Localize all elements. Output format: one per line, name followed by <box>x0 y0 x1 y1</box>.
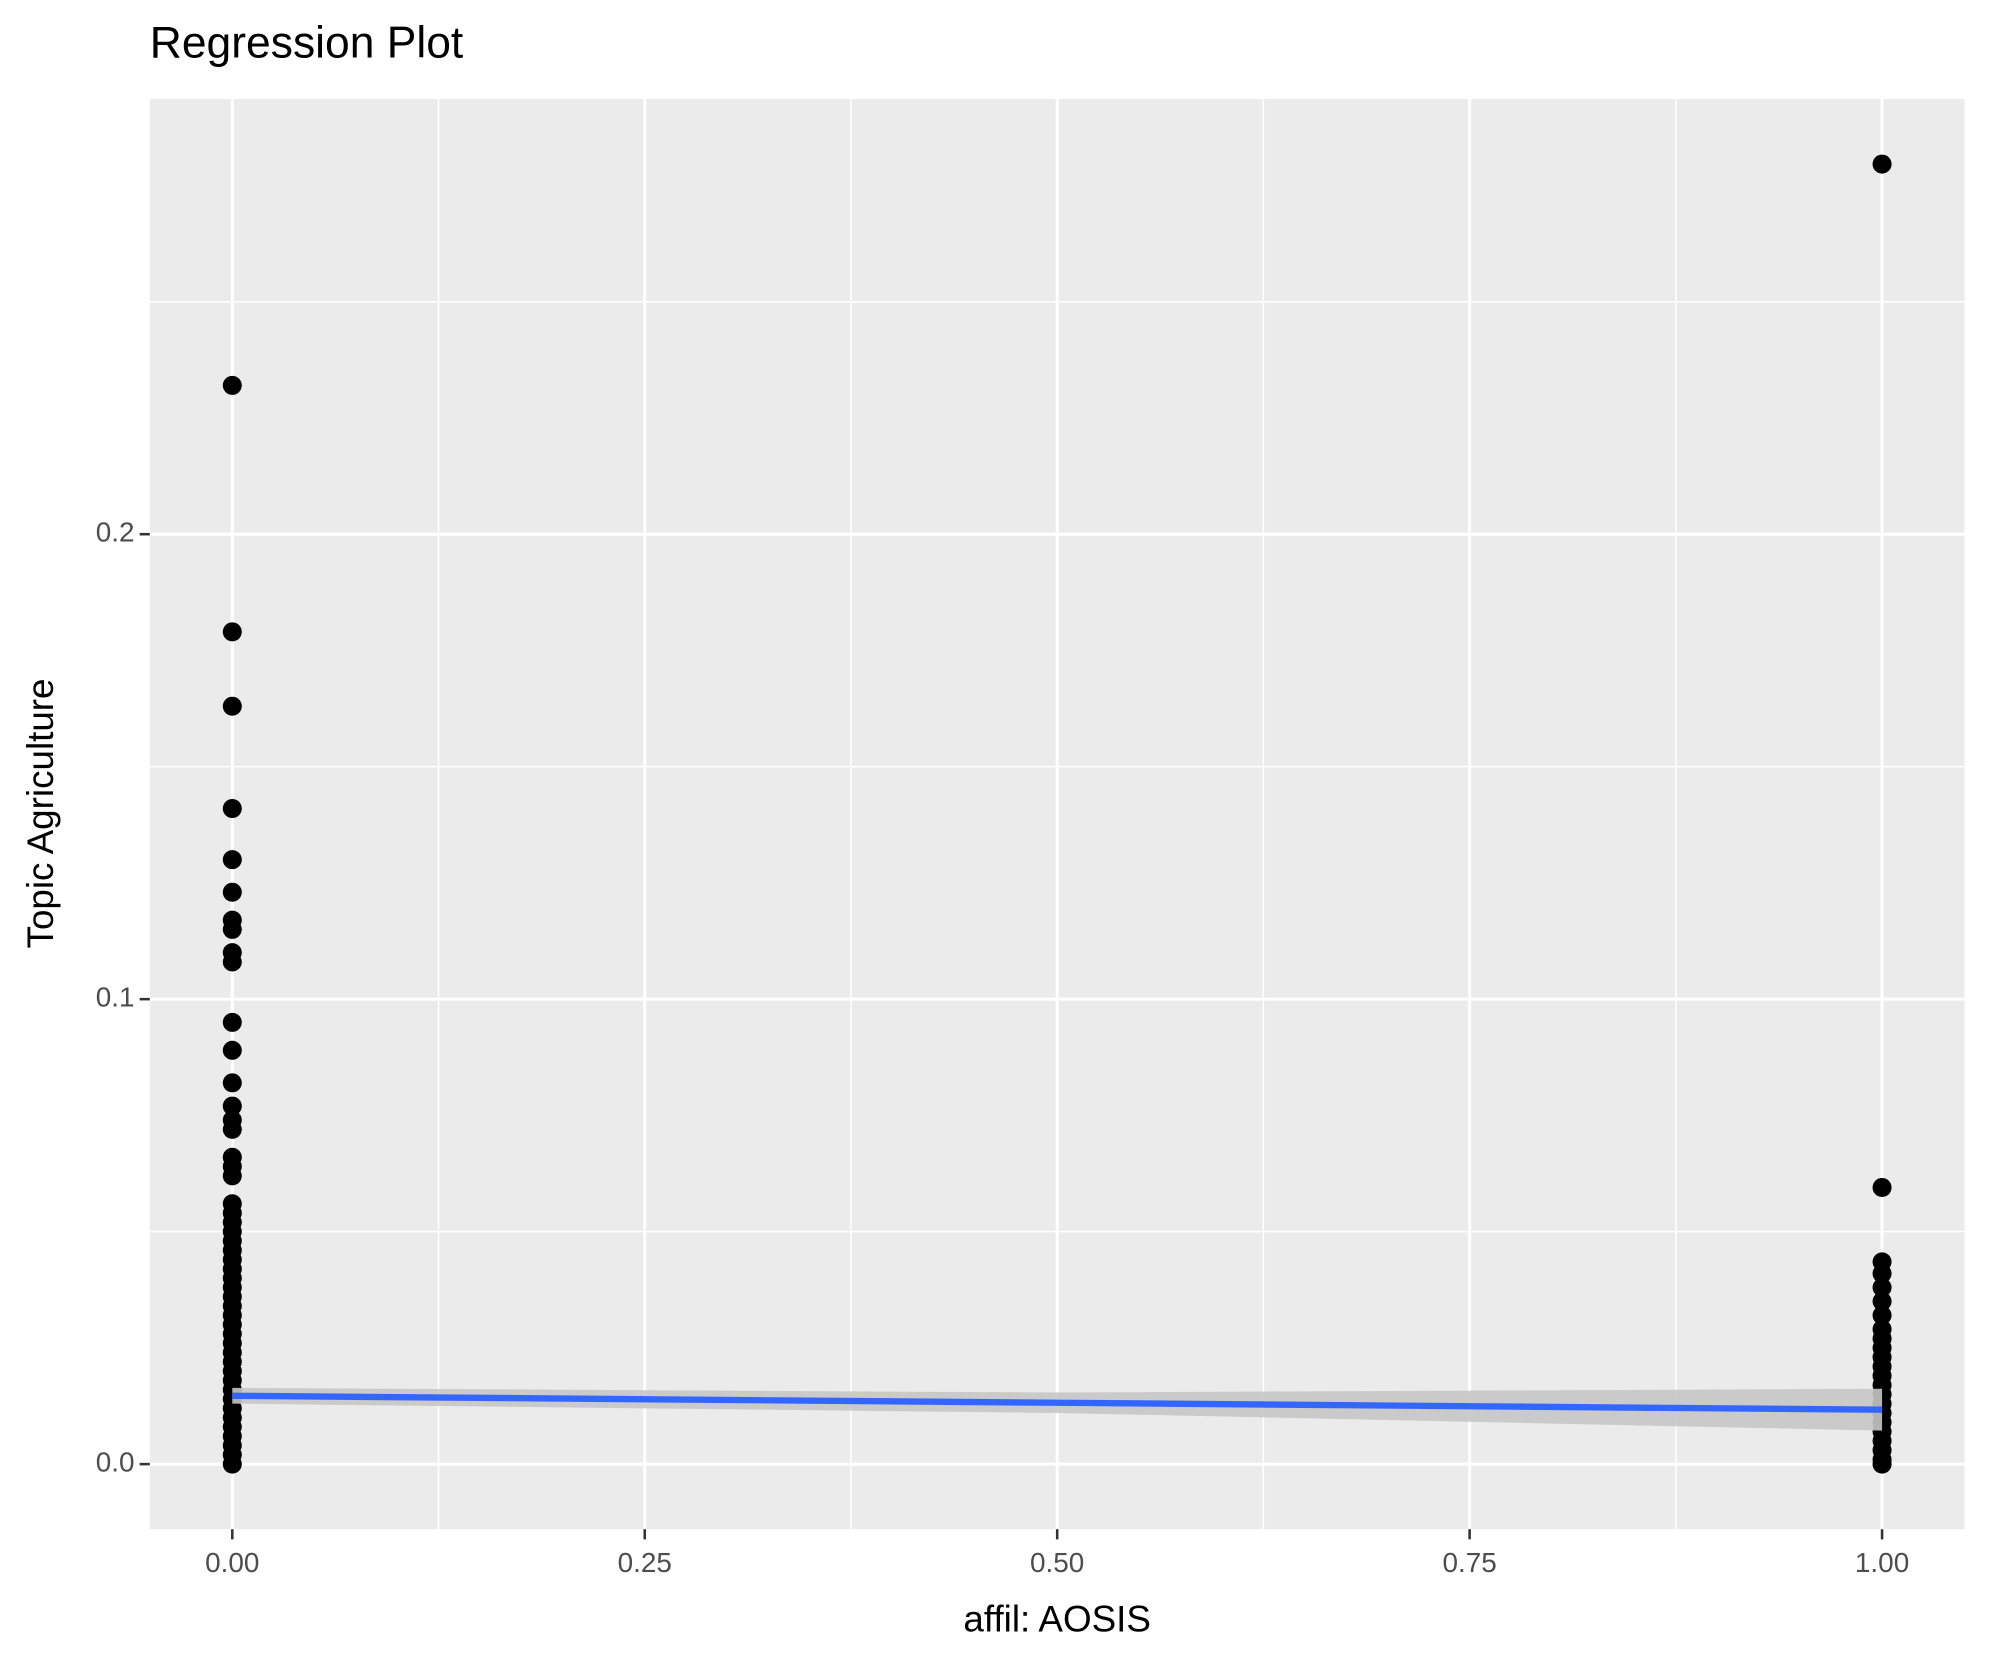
x-axis-title: affil: AOSIS <box>963 1599 1150 1640</box>
point <box>1872 1277 1892 1297</box>
point <box>1872 1291 1892 1311</box>
point <box>1872 1177 1892 1197</box>
x-tick-label: 0.25 <box>618 1547 672 1578</box>
x-tick-label: 0.00 <box>205 1547 259 1578</box>
regression-line <box>232 1392 1883 1413</box>
x-tick-label: 0.75 <box>1442 1547 1496 1578</box>
point <box>222 1454 242 1474</box>
point <box>222 919 242 939</box>
point <box>222 952 242 972</box>
point <box>1872 1305 1892 1325</box>
y-tick-label: 0.1 <box>96 982 135 1013</box>
x-tick-label: 1.00 <box>1855 1547 1909 1578</box>
point <box>1872 154 1892 174</box>
point <box>222 1166 242 1186</box>
point <box>222 1040 242 1060</box>
point <box>222 622 242 642</box>
point <box>222 1119 242 1139</box>
y-axis-title: Topic Agriculture <box>20 678 61 948</box>
point <box>222 799 242 819</box>
point <box>1872 1454 1892 1474</box>
point <box>222 1012 242 1032</box>
y-tick-label: 0.2 <box>96 517 135 548</box>
point <box>222 850 242 870</box>
point <box>1872 1263 1892 1283</box>
point <box>222 1096 242 1116</box>
point <box>222 1073 242 1093</box>
chart-title: Regression Plot <box>150 18 464 67</box>
y-tick-label: 0.0 <box>96 1446 135 1477</box>
point <box>222 375 242 395</box>
point <box>222 882 242 902</box>
point <box>222 696 242 716</box>
x-tick-label: 0.50 <box>1030 1547 1084 1578</box>
